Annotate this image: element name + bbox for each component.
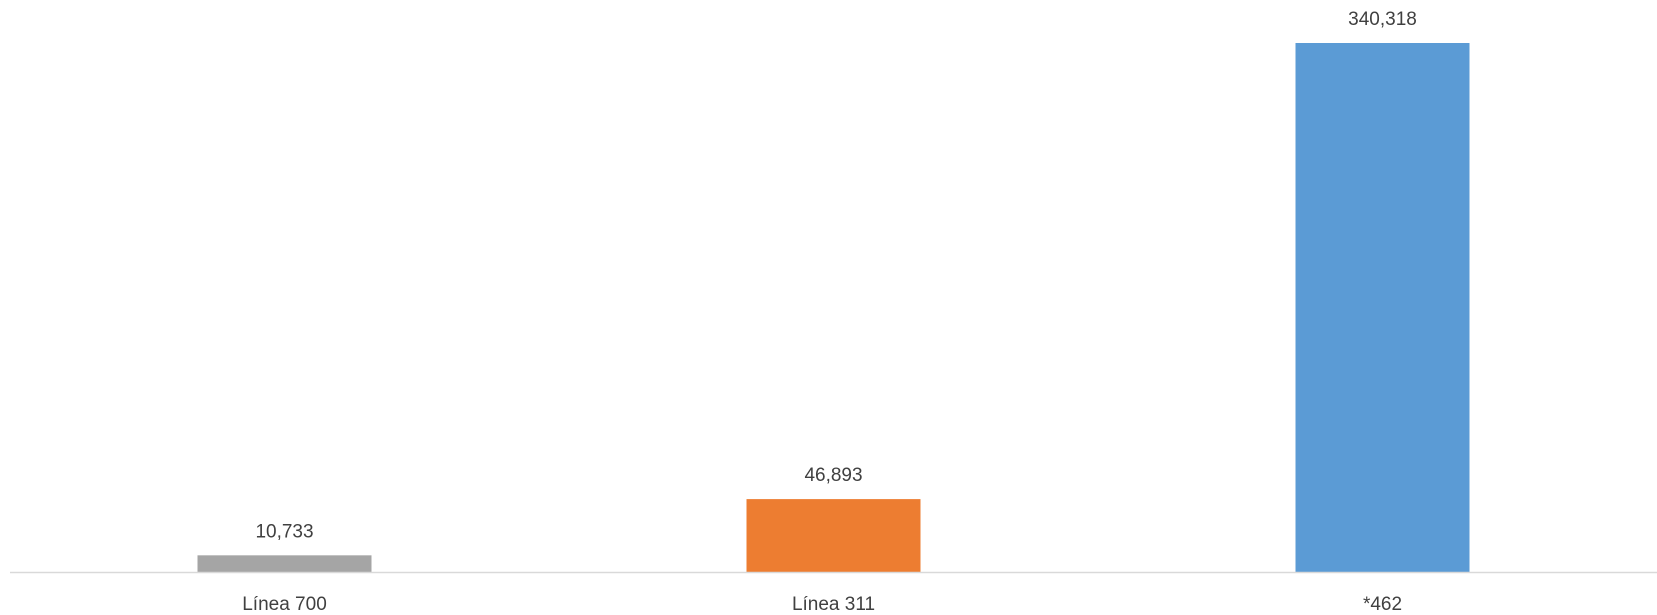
category-label: Línea 311	[792, 594, 875, 615]
bar	[746, 499, 921, 572]
data-labels-layer: 10,733 46,893 340,318	[255, 9, 1416, 542]
bars-layer	[197, 43, 1470, 572]
bar	[197, 555, 372, 572]
data-label: 46,893	[804, 465, 862, 486]
data-label: 340,318	[1348, 9, 1417, 30]
bar	[1295, 43, 1470, 572]
data-label: 10,733	[255, 521, 313, 542]
category-label: *462	[1363, 594, 1402, 615]
category-label: Línea 700	[242, 594, 327, 615]
category-labels-layer: Línea 700 Línea 311 *462	[242, 594, 1402, 615]
